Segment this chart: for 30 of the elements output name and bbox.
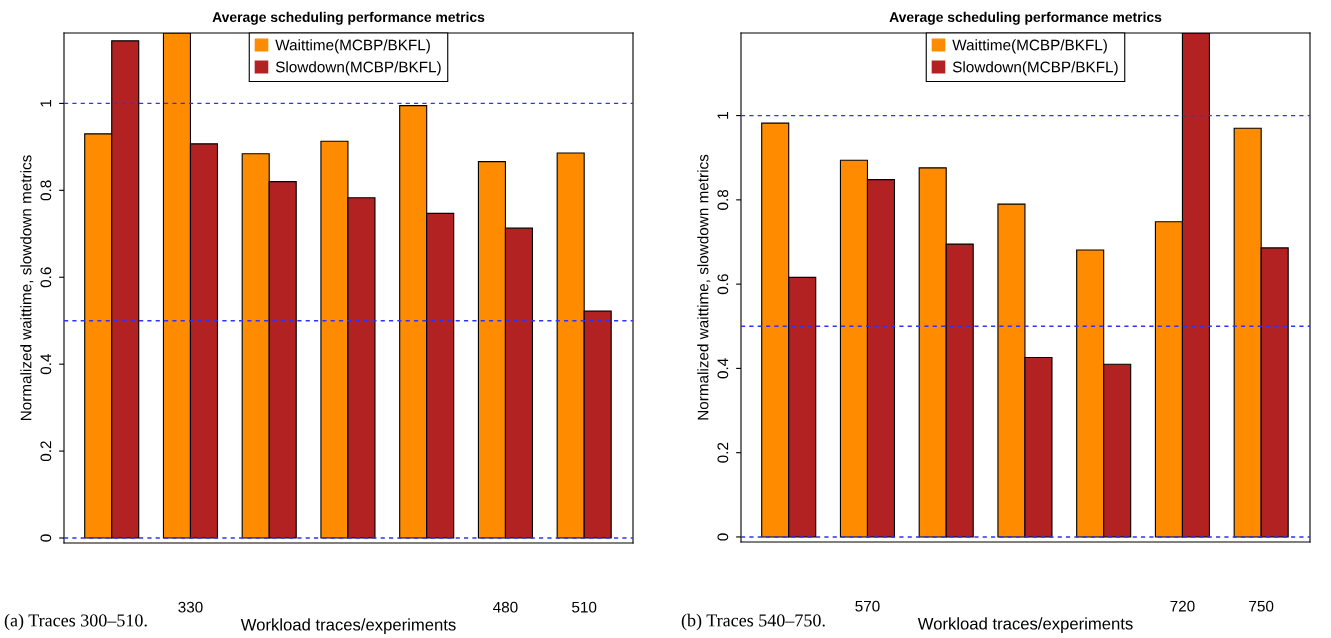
x-tick-label: 570 [855, 600, 880, 612]
y-tick-label: 0.4 [717, 358, 729, 379]
y-tick-label: 0.2 [40, 441, 52, 462]
x-tick-label: 720 [1170, 600, 1195, 612]
legend-label: Slowdown(MCBP/BKFL) [275, 61, 441, 76]
y-tick-label: 0.6 [40, 267, 52, 288]
x-tick-label: 480 [493, 601, 518, 613]
x-axis-title: Workload traces/experiments [917, 617, 1133, 633]
y-tick-label: 0.4 [40, 353, 52, 375]
text: (b) Traces 540–750. [681, 613, 825, 631]
chart-title: Average scheduling performance metrics [889, 11, 1162, 25]
y-axis-title: Normalized waittime, slowdown metrics [697, 154, 711, 420]
x-tick-label: 510 [572, 601, 597, 613]
y-tick-label: 0.8 [717, 189, 729, 210]
legend-label: Waittime(MCBP/BKFL) [952, 39, 1107, 54]
y-tick-label: 0.6 [717, 274, 729, 295]
y-tick-label: 0.8 [40, 180, 52, 201]
x-tick-label: 750 [1249, 600, 1274, 612]
chart-title: Average scheduling performance metrics [212, 11, 485, 25]
y-tick-label: 0.2 [717, 442, 729, 463]
y-tick-label: 1 [40, 99, 52, 107]
text: (a) Traces 300–510. [4, 613, 147, 631]
x-axis-title: Workload traces/experiments [240, 618, 456, 634]
x-tick-label: 330 [178, 601, 203, 613]
legend-label: Slowdown(MCBP/BKFL) [952, 61, 1118, 76]
y-tick-label: 1 [717, 112, 729, 119]
y-axis-title: Normalized waittime, slowdown metrics [20, 155, 34, 421]
y-tick-label: 0 [40, 534, 52, 542]
y-tick-label: 0 [717, 533, 729, 541]
legend-label: Waittime(MCBP/BKFL) [275, 39, 430, 54]
